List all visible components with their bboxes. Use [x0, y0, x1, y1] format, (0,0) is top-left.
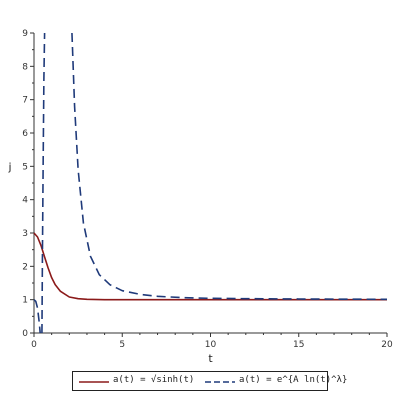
- x-axis-label: t: [208, 352, 213, 365]
- y-tick-label: 8: [22, 62, 28, 72]
- y-tick-label: 9: [22, 29, 28, 39]
- y-tick-label: 1: [22, 296, 28, 306]
- legend-label-sinh: a(t) = √sinh(t): [113, 375, 195, 385]
- series-exp-line-segment-0: [33, 299, 41, 334]
- x-tick-label: 20: [381, 340, 393, 350]
- y-tick-label: 7: [22, 96, 28, 106]
- x-tick-label: 5: [119, 340, 125, 350]
- x-tick-label: 15: [293, 340, 304, 350]
- series-sinh-line-segment-0: [33, 232, 387, 301]
- x-tick-label: 0: [31, 340, 37, 350]
- series-exp-line-segment-1: [41, 32, 46, 334]
- y-tick-label: 3: [22, 229, 28, 239]
- axes: [33, 33, 387, 334]
- y-tick-label: 5: [22, 162, 28, 172]
- x-ticks: 0 5 10 15 20: [31, 333, 393, 350]
- y-axis-label: j: [7, 160, 11, 173]
- y-ticks: 0 1 2 3 4 5 6 7 8 9: [22, 29, 34, 339]
- y-tick-label: 2: [22, 262, 28, 272]
- y-tick-label: 4: [22, 196, 28, 206]
- y-tick-label: 6: [22, 129, 28, 139]
- series-lines: [33, 32, 388, 334]
- series-exp-line-segment-2: [71, 32, 388, 301]
- legend-label-exp: a(t) = e^{A ln(t)^λ}: [239, 375, 348, 385]
- legend: a(t) = √sinh(t) a(t) = e^{A ln(t)^λ}: [72, 371, 347, 391]
- x-tick-label: 10: [205, 340, 217, 350]
- legend-swatch-solid: [79, 381, 109, 383]
- y-tick-label: 0: [22, 329, 28, 339]
- legend-swatch-dashed: [205, 381, 235, 383]
